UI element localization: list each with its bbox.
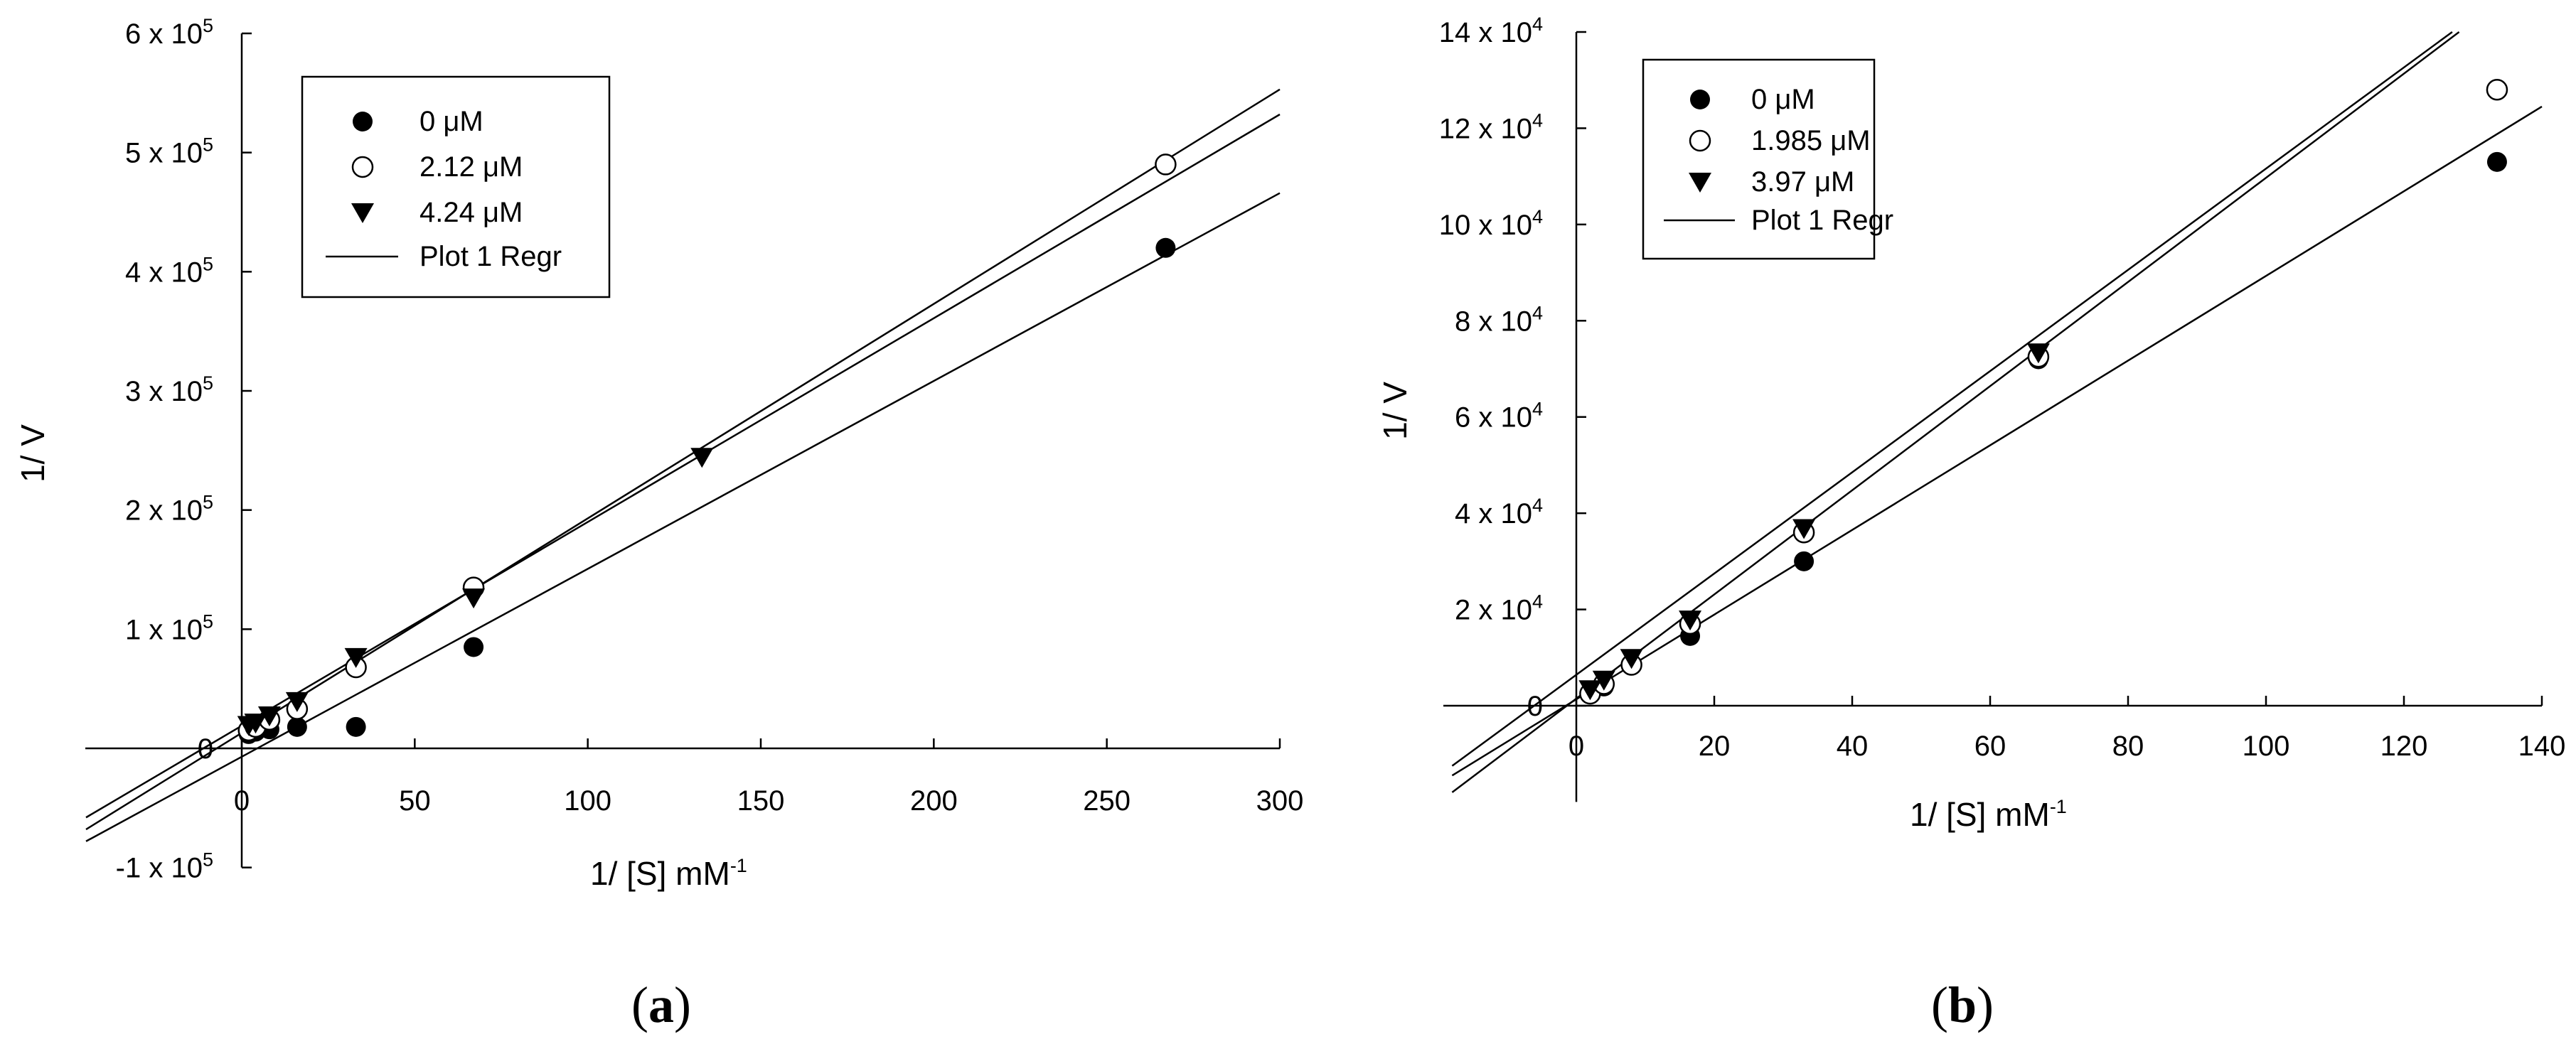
y-tick-label-b-3: 6 x 104: [1455, 399, 1543, 434]
x-axis-title-b-text: 1/ [S] mM: [1910, 796, 2050, 833]
y-tick-label-b-6: 12 x 104: [1439, 109, 1543, 144]
y-tick-label-a-7: 6 x 105: [125, 15, 213, 50]
y-tick-label-b-7: 14 x 104: [1439, 14, 1543, 48]
y-axis-title-a: 1/ V: [14, 424, 51, 483]
data-point-a-1-6: [1155, 154, 1177, 176]
data-point-b-2-2: [1620, 649, 1643, 669]
y-tick-label-b-1: 2 x 104: [1455, 591, 1543, 626]
legend-marker-b-1: [1689, 129, 1711, 152]
x-tick-label-b-1: 20: [1699, 731, 1731, 762]
data-point-b-1-6: [2486, 79, 2508, 101]
data-point-b-0-6: [2486, 151, 2507, 172]
x-tick-label-b-2: 40: [1837, 731, 1869, 762]
y-tick-label-b-2: 4 x 104: [1455, 495, 1543, 529]
data-point-a-2-2: [257, 706, 281, 727]
x-axis-title-a-text: 1/ [S] mM: [590, 855, 730, 892]
legend-label-a-1: 2.12 μM: [419, 151, 523, 183]
legend-marker-a-1: [351, 156, 374, 178]
legend-marker-a-0: [353, 112, 373, 131]
panel-label-a-letter: a: [648, 976, 674, 1033]
data-point-b-2-0: [1578, 680, 1602, 701]
plot-area-a: 0 50 100 150 200 250 300 -1 x 105 0 1 x 105 2 x 10…: [85, 15, 1303, 884]
data-point-b-0-4: [1794, 551, 1815, 571]
regression-line-b-1: [1451, 31, 2453, 767]
data-point-a-2-1: [244, 714, 267, 734]
data-point-a-2-6: [690, 448, 714, 468]
legend-label-b-1: 1.985 μM: [1751, 125, 1871, 156]
legend-regression-label-a: Plot 1 Regr: [419, 241, 562, 272]
regression-line-a-0: [85, 192, 1281, 842]
x-tick-label-a-0: 0: [234, 785, 250, 817]
y-tick-label-a-5: 4 x 105: [125, 253, 213, 288]
regression-line-b-2: [1451, 31, 2460, 793]
x-tick-label-b-0: 0: [1568, 731, 1584, 762]
x-tick-label-a-5: 250: [1083, 785, 1131, 817]
y-tick-label-a-6: 5 x 105: [125, 134, 213, 169]
panel-label-b-close: ): [1977, 976, 1994, 1033]
regression-line-a-2: [85, 113, 1281, 819]
x-tick-label-b-3: 60: [1974, 731, 2006, 762]
panel-label-b-open: (: [1931, 976, 1948, 1033]
legend-box-a: [301, 75, 611, 298]
chart-panel-b: 0 20 40 60 80 100 120 140 0 2 x 104 4 x 104 6 x 104…: [1377, 14, 2565, 1033]
y-tick-label-a-1: 0: [198, 733, 213, 765]
legend-b: 0 μM 1.985 μM 3.97 μM Plot 1 Regr: [1642, 58, 1893, 260]
panel-label-a: (a): [631, 976, 691, 1033]
legend-label-a-0: 0 μM: [419, 106, 483, 137]
x-tick-label-b-7: 140: [2518, 731, 2566, 762]
y-tick-label-a-0: -1 x 105: [116, 849, 213, 884]
data-point-a-0-5: [464, 637, 484, 657]
data-point-b-2-5: [2026, 343, 2050, 364]
plot-area-b: 0 20 40 60 80 100 120 140 0 2 x 104 4 x 104 6 x 104…: [1439, 14, 2566, 802]
legend-label-b-2: 3.97 μM: [1751, 166, 1854, 198]
x-tick-label-a-6: 300: [1256, 785, 1304, 817]
x-tick-label-a-3: 150: [737, 785, 785, 817]
legend-label-a-2: 4.24 μM: [419, 197, 523, 228]
data-point-a-0-4: [346, 716, 366, 737]
panel-label-b: (b): [1931, 976, 1994, 1033]
legend-marker-b-0: [1690, 90, 1710, 109]
legend-marker-b-2: [1689, 173, 1711, 193]
data-point-a-2-4: [344, 647, 368, 668]
x-axis-title-a-sup: -1: [730, 855, 747, 876]
legend-a: 0 μM 2.12 μM 4.24 μM Plot 1 Regr: [301, 75, 611, 298]
chart-panel-a: 0 50 100 150 200 250 300 -1 x 105 0 1 x 105 2 x 10…: [14, 15, 1303, 1033]
legend-box-b: [1642, 58, 1876, 260]
data-point-b-2-1: [1592, 670, 1615, 691]
legend-marker-a-2: [351, 203, 374, 223]
x-axis-title-b-sup: -1: [2050, 796, 2067, 817]
y-axis-title-b: 1/ V: [1377, 382, 1413, 440]
x-tick-label-a-2: 100: [564, 785, 611, 817]
panel-label-b-letter: b: [1948, 976, 1977, 1033]
y-tick-label-a-3: 2 x 105: [125, 492, 213, 527]
panel-label-a-close: ): [674, 976, 691, 1033]
data-point-a-0-6: [1155, 237, 1176, 258]
panel-label-a-open: (: [631, 976, 648, 1033]
data-point-b-2-4: [1792, 519, 1816, 539]
data-point-a-2-5: [462, 588, 486, 609]
x-tick-label-a-1: 50: [399, 785, 431, 817]
x-tick-label-a-4: 200: [910, 785, 958, 817]
y-tick-label-a-2: 1 x 105: [125, 610, 213, 645]
data-point-b-2-3: [1679, 610, 1702, 631]
data-point-a-2-3: [285, 691, 309, 712]
x-axis-title-b: 1/ [S] mM-1: [1910, 796, 2067, 833]
x-axis-title-a: 1/ [S] mM-1: [590, 855, 747, 892]
regression-line-b-0: [1451, 105, 2543, 777]
y-tick-label-b-5: 10 x 104: [1439, 206, 1543, 241]
data-point-a-0-3: [287, 716, 307, 737]
legend-label-b-0: 0 μM: [1751, 84, 1815, 115]
x-tick-label-b-6: 120: [2380, 731, 2428, 762]
x-tick-label-b-5: 100: [2243, 731, 2290, 762]
regression-line-a-1: [85, 88, 1281, 831]
y-tick-label-b-4: 8 x 104: [1455, 302, 1543, 337]
y-tick-label-a-4: 3 x 105: [125, 372, 213, 407]
y-tick-label-b-0: 0: [1527, 691, 1543, 722]
x-tick-label-b-4: 80: [2112, 731, 2144, 762]
legend-regression-label-b: Plot 1 Regr: [1751, 205, 1893, 236]
